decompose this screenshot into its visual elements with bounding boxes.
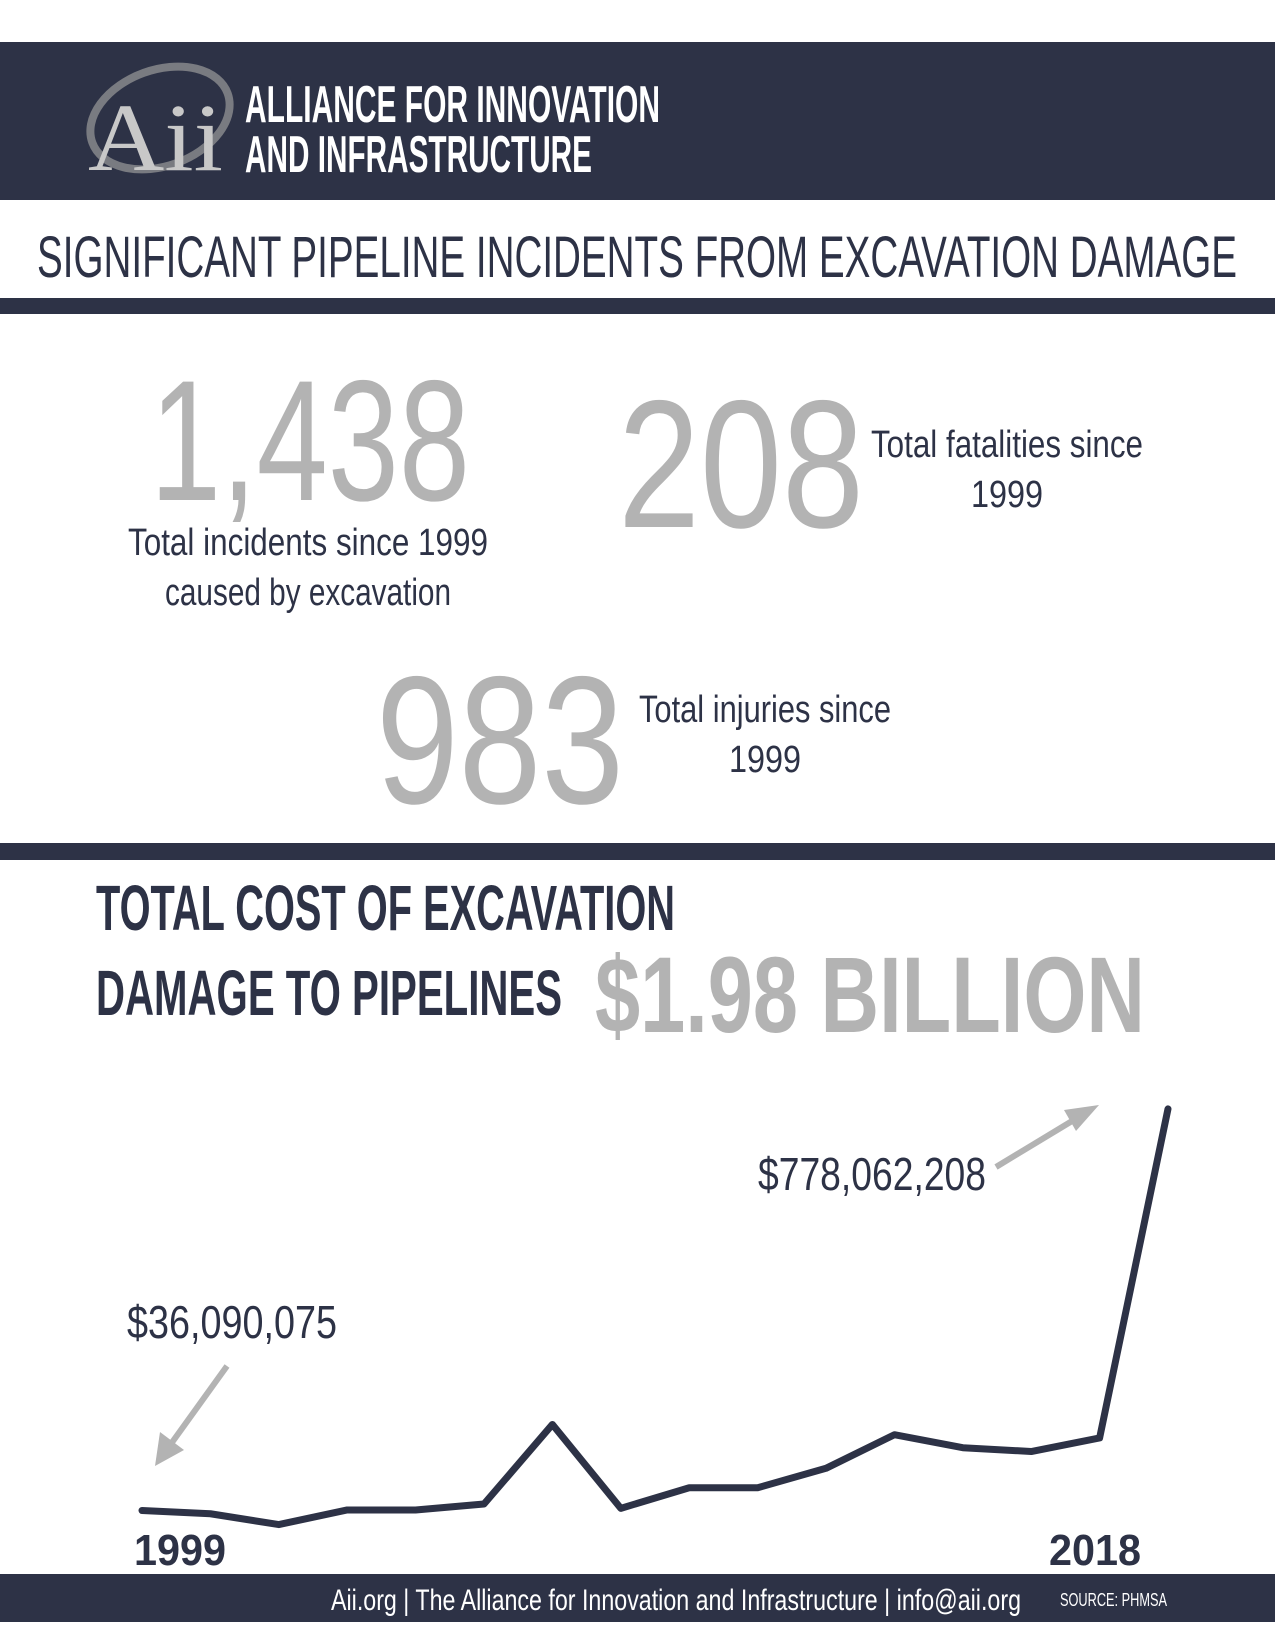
stat-label: 1999 — [729, 739, 801, 781]
value-label: $36,090,075 — [127, 1296, 337, 1348]
arrow — [994, 1112, 1084, 1170]
x-tick-label: 2018 — [1049, 1526, 1141, 1575]
logo: Aii — [88, 84, 223, 191]
stat-label: 1999 — [971, 474, 1043, 516]
org-name: ALLIANCE FOR INNOVATION — [245, 76, 660, 134]
arrowhead — [1064, 1105, 1099, 1131]
stat-value: 208 — [618, 362, 864, 566]
footer-text: Aii.org | The Alliance for Innovation an… — [331, 1584, 1021, 1617]
chart-title: DAMAGE TO PIPELINES — [96, 957, 562, 1029]
stat-label: Total injuries since — [639, 689, 891, 731]
header-bar — [0, 42, 1275, 200]
divider — [0, 843, 1275, 860]
annotation-arrows — [155, 1105, 1099, 1466]
chart-title: TOTAL COST OF EXCAVATION — [96, 872, 675, 944]
stat-label: Total fatalities since — [871, 424, 1143, 466]
total-cost: $1.98 BILLION — [595, 934, 1145, 1055]
stat-value: 1,438 — [150, 345, 470, 537]
stat-value: 983 — [376, 638, 624, 842]
divider — [0, 298, 1275, 314]
arrowhead — [155, 1432, 184, 1466]
stat-label: caused by excavation — [165, 572, 451, 614]
footer-bar — [0, 1574, 1275, 1622]
arrow — [165, 1364, 230, 1450]
logo-swoosh — [86, 62, 234, 174]
cost-line — [138, 1105, 1172, 1529]
line-chart: 1999 2018 $36,090,075 $778,062,208 — [127, 1105, 1172, 1575]
x-tick-label: 1999 — [134, 1526, 226, 1575]
source: SOURCE: PHMSA — [1060, 1590, 1167, 1610]
org-name: AND INFRASTRUCTURE — [245, 126, 592, 184]
value-label: $778,062,208 — [758, 1148, 986, 1200]
stat-label: Total incidents since 1999 — [128, 522, 488, 564]
page-title: SIGNIFICANT PIPELINE INCIDENTS FROM EXCA… — [37, 225, 1237, 290]
